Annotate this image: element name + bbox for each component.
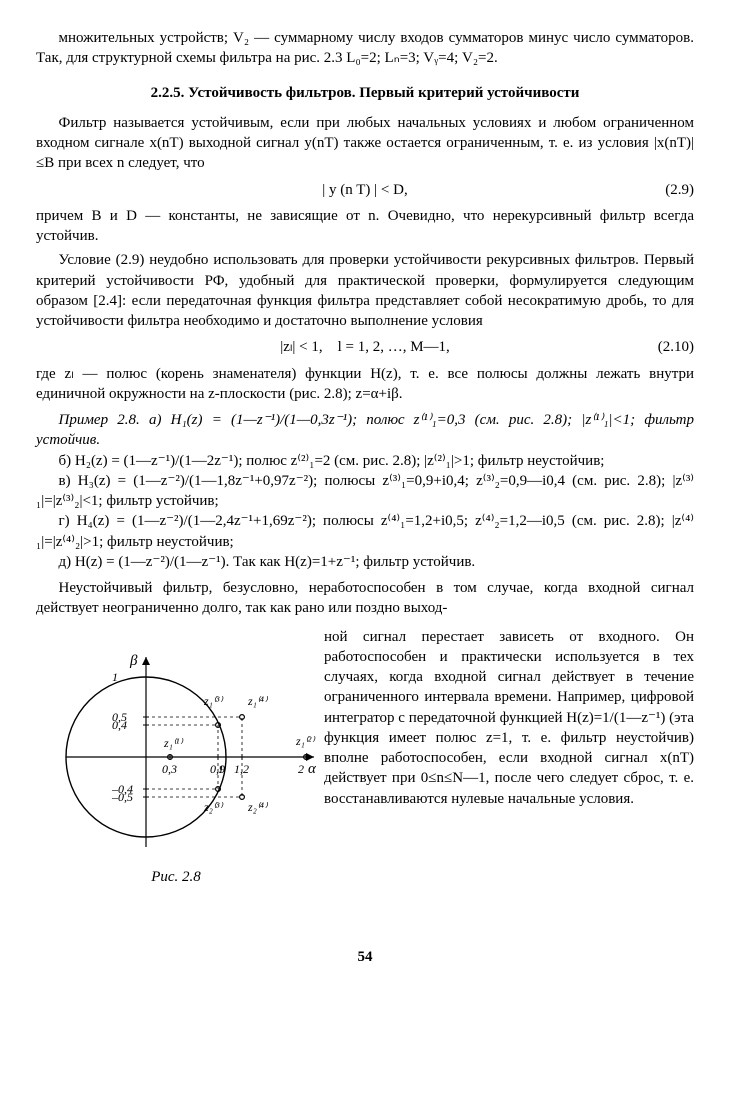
svg-text:z₁⁽¹⁾: z₁⁽¹⁾ [163,736,183,750]
paragraph-4: где zₗ — полюс (корень знаменателя) функ… [36,364,694,405]
figure-caption: Рис. 2.8 [36,867,316,887]
equation-2-10: |zₗ| < 1, l = 1, 2, …, M—1, (2.10) [36,337,694,357]
figure-column: αβ0,30,911,2210,50,4–0,4–0,5z₁⁽¹⁾z₁⁽³⁾z₁… [36,627,316,888]
svg-text:z₁⁽²⁾: z₁⁽²⁾ [295,734,315,748]
intro-paragraph: множительных устройств; V₂ — суммарному … [36,28,694,69]
svg-text:z₂⁽⁴⁾: z₂⁽⁴⁾ [247,800,268,814]
eq2-number: (2.10) [658,337,694,357]
svg-text:–0,5: –0,5 [111,790,133,804]
paragraph-1: Фильтр называется устойчивым, если при л… [36,113,694,174]
eq1-body: | y (n T) | < D, [322,182,407,198]
example-2-8: Пример 2.8. а) H₁(z) = (1—z⁻¹)/(1—0,3z⁻¹… [36,410,694,572]
equation-2-9: | y (n T) | < D, (2.9) [36,180,694,200]
example-b: б) H₂(z) = (1—z⁻¹)/(1—2z⁻¹); полюс z⁽²⁾₁… [36,451,694,471]
paragraph-3: Условие (2.9) неудобно использовать для … [36,250,694,331]
svg-text:0,3: 0,3 [162,762,177,776]
example-e: д) H(z) = (1—z⁻²)/(1—z⁻¹). Так как H(z)=… [36,552,694,572]
svg-text:z₁⁽⁴⁾: z₁⁽⁴⁾ [247,694,268,708]
page-number: 54 [36,947,694,967]
svg-text:α: α [308,761,316,777]
paragraph-2: причем B и D — константы, не зависящие о… [36,206,694,247]
figure-text-row: αβ0,30,911,2210,50,4–0,4–0,5z₁⁽¹⁾z₁⁽³⁾z₁… [36,627,694,888]
eq2-body: |zₗ| < 1, l = 1, 2, …, M—1, [280,339,450,355]
svg-text:z₁⁽³⁾: z₁⁽³⁾ [203,694,223,708]
svg-text:z₂⁽³⁾: z₂⁽³⁾ [203,800,223,814]
svg-text:1: 1 [112,670,118,684]
figure-2-8: αβ0,30,911,2210,50,4–0,4–0,5z₁⁽¹⁾z₁⁽³⁾z₁… [36,627,316,857]
example-a: Пример 2.8. а) H₁(z) = (1—z⁻¹)/(1—0,3z⁻¹… [36,410,694,451]
svg-text:0,4: 0,4 [112,718,127,732]
svg-text:β: β [129,653,138,669]
paragraph-5a: Неустойчивый фильтр, безусловно, неработ… [36,578,694,619]
svg-text:1,2: 1,2 [234,762,249,776]
example-d: г) H₄(z) = (1—z⁻²)/(1—2,4z⁻¹+1,69z⁻²); п… [36,511,694,552]
svg-text:1: 1 [218,762,224,776]
paragraph-5b: ной сигнал перестает зависеть от входног… [316,627,694,809]
section-title: 2.2.5. Устойчивость фильтров. Первый кри… [36,83,694,103]
example-c: в) H₃(z) = (1—z⁻²)/(1—1,8z⁻¹+0,97z⁻²); п… [36,471,694,512]
eq1-number: (2.9) [665,180,694,200]
svg-text:2: 2 [298,762,304,776]
